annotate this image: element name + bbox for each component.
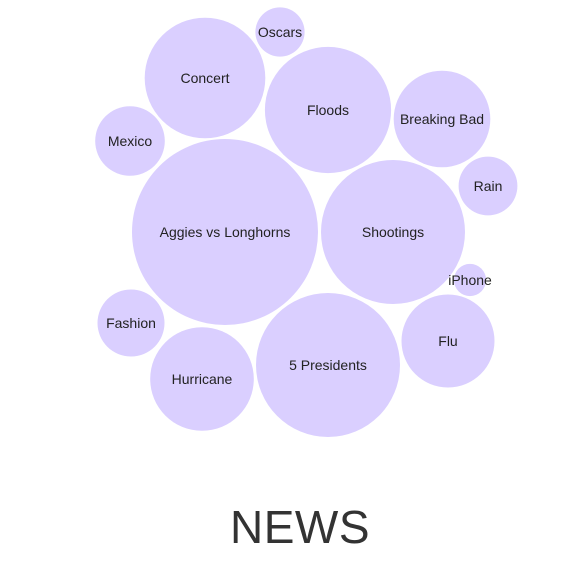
bubble-circle-concert [144,17,266,139]
bubble-label-concert: Concert [180,70,229,86]
bubble-label-floods: Floods [307,102,349,118]
bubble-circle-5-presidents [256,293,400,437]
bubble-label-fashion: Fashion [106,315,156,331]
bubble-circle-hurricane [150,327,254,431]
bubble-breaking-bad: Breaking Bad [393,70,491,168]
bubble-circle-shootings [321,160,465,304]
bubble-label-rain: Rain [474,178,503,194]
bubble-circle-breaking-bad [393,70,491,168]
bubble-rain: Rain [458,156,518,216]
bubble-label-iphone: iPhone [448,272,492,288]
bubble-floods: Floods [264,46,392,174]
bubble-circle-floods [264,46,392,174]
bubble-circle-fashion [97,289,165,357]
bubble-iphone: iPhone [448,263,492,297]
bubble-circle-oscars [255,7,305,57]
bubble-label-aggies-vs-longhorns: Aggies vs Longhorns [160,224,291,240]
bubble-label-shootings: Shootings [362,224,424,240]
bubble-aggies-vs-longhorns: Aggies vs Longhorns [132,139,318,325]
bubble-circle-mexico [95,106,165,176]
bubble-chart: Aggies vs Longhorns 5 Presidents Shootings… [95,7,518,437]
bubble-flu: Flu [401,294,495,388]
bubble-circle-aggies-vs-longhorns [132,139,318,325]
bubble-circle-iphone [453,263,487,297]
bubble-5-presidents: 5 Presidents [256,293,400,437]
bubble-shootings: Shootings [321,160,465,304]
bubble-label-oscars: Oscars [258,24,302,40]
bubble-concert: Concert [144,17,266,139]
bubble-circle-flu [401,294,495,388]
bubble-label-hurricane: Hurricane [172,371,233,387]
bubble-oscars: Oscars [255,7,305,57]
chart-title: NEWS [230,501,370,553]
bubble-hurricane: Hurricane [150,327,254,431]
bubble-label-5-presidents: 5 Presidents [289,357,367,373]
bubble-mexico: Mexico [95,106,165,176]
bubble-label-breaking-bad: Breaking Bad [400,111,484,127]
bubble-label-flu: Flu [438,333,457,349]
bubble-circle-rain [458,156,518,216]
bubble-label-mexico: Mexico [108,133,153,149]
bubble-fashion: Fashion [97,289,165,357]
